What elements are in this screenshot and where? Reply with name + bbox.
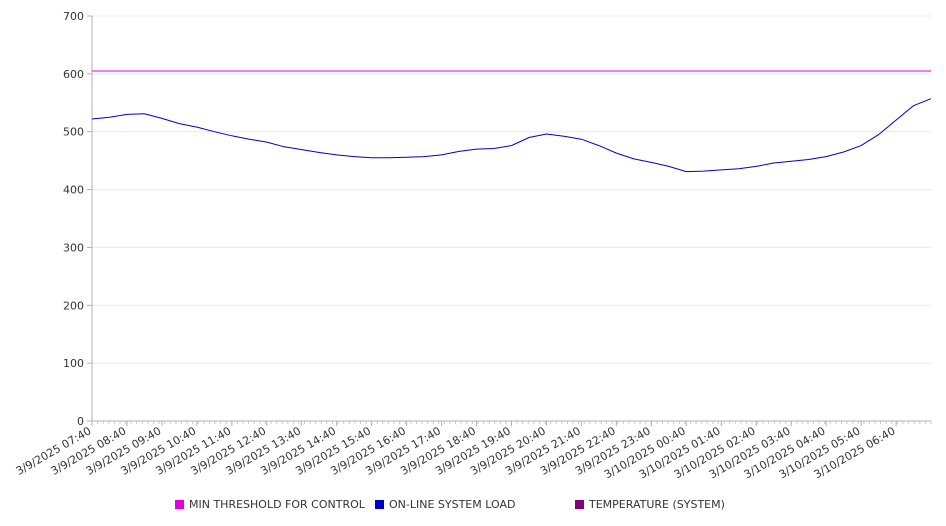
legend-label-online-load: ON-LINE SYSTEM LOAD: [389, 498, 516, 511]
axes: [91, 16, 931, 422]
y-tick-label: 300: [63, 241, 84, 254]
legend-swatch-min-threshold: [175, 500, 184, 509]
legend: MIN THRESHOLD FOR CONTROL ON-LINE SYSTEM…: [0, 498, 946, 514]
y-tick-labels: 0 100 200 300 400 500 600 700: [63, 10, 92, 428]
legend-label-temperature: TEMPERATURE (SYSTEM): [589, 498, 725, 511]
series-line-1: [91, 98, 932, 173]
legend-swatch-online-load: [375, 500, 384, 509]
y-tick-label: 600: [63, 68, 84, 81]
legend-item-online-load[interactable]: ON-LINE SYSTEM LOAD: [375, 498, 515, 511]
legend-item-temperature[interactable]: TEMPERATURE (SYSTEM): [575, 498, 725, 511]
legend-item-min-threshold[interactable]: MIN THRESHOLD FOR CONTROL: [175, 498, 365, 511]
y-tick-label: 400: [63, 184, 84, 197]
legend-label-min-threshold: MIN THRESHOLD FOR CONTROL: [189, 498, 365, 511]
y-tick-label: 0: [77, 415, 84, 428]
y-tick-label: 700: [63, 10, 84, 23]
y-tick-label: 200: [63, 299, 84, 312]
x-tick-labels: 3/9/2025 07:403/9/2025 08:403/9/2025 09:…: [14, 421, 932, 481]
legend-swatch-temperature: [575, 500, 584, 509]
y-tick-label: 100: [63, 357, 84, 370]
y-tick-label: 500: [63, 126, 84, 139]
grid-lines: [92, 15, 931, 364]
series-lines: [91, 70, 932, 173]
